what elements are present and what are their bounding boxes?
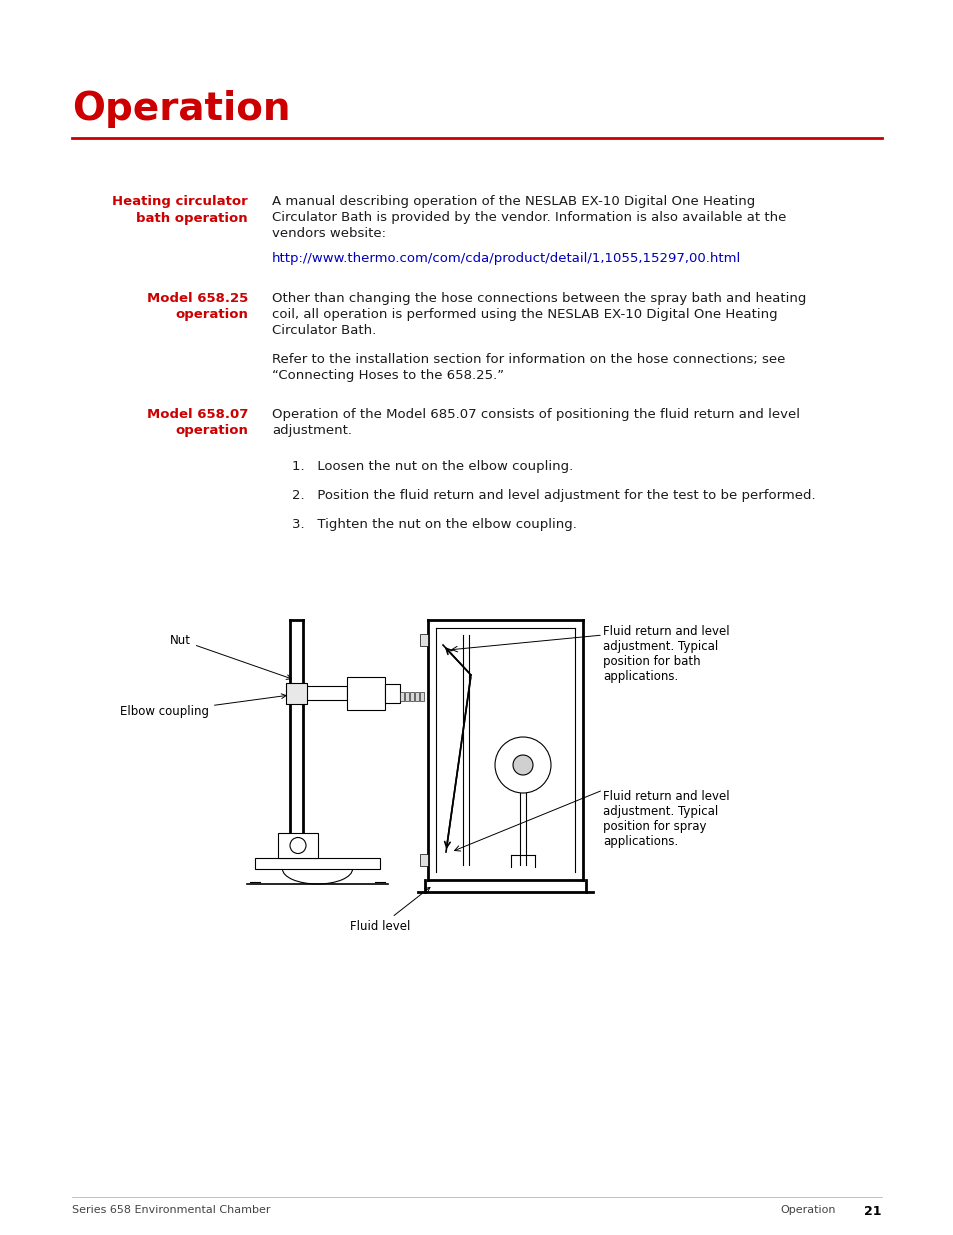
Bar — [410, 692, 414, 701]
Circle shape — [495, 737, 551, 793]
Text: Fluid return and level
adjustment. Typical
position for bath
applications.: Fluid return and level adjustment. Typic… — [602, 625, 729, 683]
Text: Fluid level: Fluid level — [350, 888, 430, 932]
Bar — [419, 634, 428, 646]
Text: Model 658.25: Model 658.25 — [147, 291, 248, 305]
Bar — [277, 832, 317, 858]
Text: Operation: Operation — [780, 1205, 835, 1215]
Text: Circulator Bath.: Circulator Bath. — [272, 324, 375, 337]
Bar — [415, 692, 418, 701]
Text: 3.   Tighten the nut on the elbow coupling.: 3. Tighten the nut on the elbow coupling… — [292, 517, 577, 531]
Text: vendors website:: vendors website: — [272, 227, 386, 240]
Bar — [399, 692, 403, 701]
Circle shape — [290, 837, 306, 853]
Text: 2.   Position the fluid return and level adjustment for the test to be performed: 2. Position the fluid return and level a… — [292, 489, 815, 501]
Text: Heating circulator: Heating circulator — [112, 195, 248, 207]
Bar — [419, 692, 423, 701]
Text: Refer to the installation section for information on the hose connections; see: Refer to the installation section for in… — [272, 353, 784, 366]
Text: Other than changing the hose connections between the spray bath and heating: Other than changing the hose connections… — [272, 291, 805, 305]
Text: 1.   Loosen the nut on the elbow coupling.: 1. Loosen the nut on the elbow coupling. — [292, 459, 573, 473]
Text: bath operation: bath operation — [136, 212, 248, 225]
Bar — [286, 683, 307, 704]
Text: http://www.thermo.com/com/cda/product/detail/1,1055,15297,00.html: http://www.thermo.com/com/cda/product/de… — [272, 252, 740, 266]
Text: Series 658 Environmental Chamber: Series 658 Environmental Chamber — [71, 1205, 271, 1215]
Text: 21: 21 — [863, 1205, 882, 1218]
Text: A manual describing operation of the NESLAB EX-10 Digital One Heating: A manual describing operation of the NES… — [272, 195, 755, 207]
Text: Operation of the Model 685.07 consists of positioning the fluid return and level: Operation of the Model 685.07 consists o… — [272, 408, 800, 421]
Text: Model 658.07: Model 658.07 — [147, 408, 248, 421]
Bar — [347, 677, 385, 710]
Text: Circulator Bath is provided by the vendor. Information is also available at the: Circulator Bath is provided by the vendo… — [272, 211, 785, 224]
Text: Elbow coupling: Elbow coupling — [120, 694, 286, 719]
Bar — [405, 692, 409, 701]
Text: adjustment.: adjustment. — [272, 424, 352, 437]
Text: Fluid return and level
adjustment. Typical
position for spray
applications.: Fluid return and level adjustment. Typic… — [602, 790, 729, 848]
Circle shape — [513, 755, 533, 776]
Text: “Connecting Hoses to the 658.25.”: “Connecting Hoses to the 658.25.” — [272, 369, 503, 382]
Text: Operation: Operation — [71, 90, 291, 128]
Text: coil, all operation is performed using the NESLAB EX-10 Digital One Heating: coil, all operation is performed using t… — [272, 308, 777, 321]
Bar — [419, 853, 428, 866]
Text: operation: operation — [175, 308, 248, 321]
Bar — [385, 684, 399, 703]
Bar — [254, 858, 379, 869]
Text: operation: operation — [175, 424, 248, 437]
Text: Nut: Nut — [170, 634, 291, 679]
